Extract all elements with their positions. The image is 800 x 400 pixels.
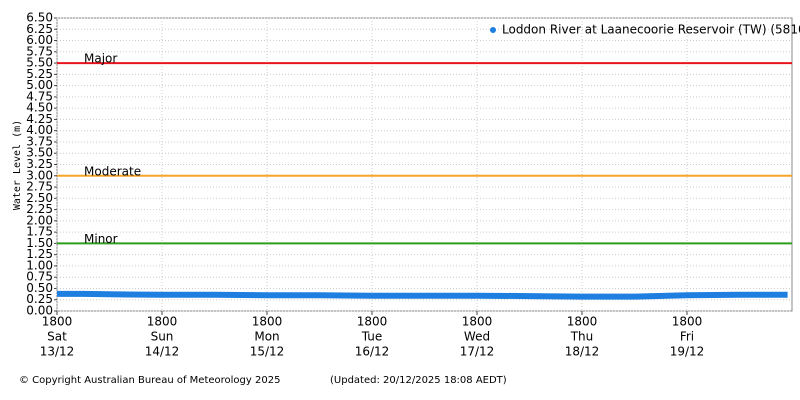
y-tick-label: 4.25 — [26, 112, 53, 126]
y-tick-label: 5.00 — [26, 78, 53, 92]
x-tick-label: 14/12 — [145, 345, 180, 359]
y-tick-label: 4.00 — [26, 123, 53, 137]
y-axis-label: Water Level (m) — [12, 120, 23, 210]
x-tick-label: 1800 — [252, 315, 283, 329]
y-tick-label: 0.50 — [26, 281, 53, 295]
y-tick-label: 5.50 — [26, 56, 53, 70]
legend-marker — [490, 27, 496, 33]
y-tick-label: 2.00 — [26, 213, 53, 227]
y-tick-label: 5.75 — [26, 44, 53, 58]
x-tick-label: Mon — [254, 330, 279, 344]
y-tick-label: 3.25 — [26, 157, 53, 171]
y-tick-label: 1.75 — [26, 225, 53, 239]
y-tick-label: 6.50 — [26, 11, 53, 25]
y-tick-label: 1.25 — [26, 247, 53, 261]
legend-label: Loddon River at Laanecoorie Reservoir (T… — [502, 23, 800, 37]
x-tick-label: Sun — [151, 330, 174, 344]
x-tick-label: 1800 — [462, 315, 493, 329]
y-tick-label: 0.25 — [26, 292, 53, 306]
y-tick-label: 1.50 — [26, 236, 53, 250]
y-tick-label: 0.75 — [26, 270, 53, 284]
data-line — [57, 290, 788, 300]
copyright: © Copyright Australian Bureau of Meteoro… — [19, 375, 280, 386]
y-tick-label: 6.25 — [26, 22, 53, 36]
updated: (Updated: 20/12/2025 18:08 AEDT) — [330, 375, 507, 386]
x-tick-label: 15/12 — [250, 345, 285, 359]
x-tick-label: 1800 — [357, 315, 388, 329]
y-tick-label: 1.00 — [26, 258, 53, 272]
x-tick-label: 1800 — [42, 315, 73, 329]
x-tick-label: Fri — [680, 330, 694, 344]
threshold-label: Major — [84, 52, 117, 66]
x-tick-label: 17/12 — [460, 345, 495, 359]
y-tick-label: 2.50 — [26, 191, 53, 205]
x-tick-label: 16/12 — [355, 345, 390, 359]
y-tick-label: 0.00 — [26, 304, 53, 318]
x-tick-label: 18/12 — [565, 345, 600, 359]
y-tick-label: 2.25 — [26, 202, 53, 216]
y-tick-label: 3.75 — [26, 134, 53, 148]
y-tick-label: 3.50 — [26, 146, 53, 160]
x-tick-label: 1800 — [567, 315, 598, 329]
x-tick-label: Tue — [361, 330, 383, 344]
x-tick-label: Wed — [464, 330, 490, 344]
threshold-label: Moderate — [84, 164, 141, 178]
x-tick-label: 1800 — [672, 315, 703, 329]
y-tick-label: 6.00 — [26, 33, 53, 47]
y-tick-label: 4.50 — [26, 101, 53, 115]
x-tick-label: 13/12 — [40, 345, 75, 359]
x-tick-label: Thu — [570, 330, 594, 344]
y-tick-label: 4.75 — [26, 89, 53, 103]
x-tick-label: 1800 — [147, 315, 178, 329]
y-tick-label: 2.75 — [26, 180, 53, 194]
threshold-label: Minor — [84, 232, 118, 246]
x-tick-label: 19/12 — [670, 345, 705, 359]
y-tick-label: 3.00 — [26, 168, 53, 182]
y-tick-label: 5.25 — [26, 67, 53, 81]
x-tick-label: Sat — [47, 330, 67, 344]
